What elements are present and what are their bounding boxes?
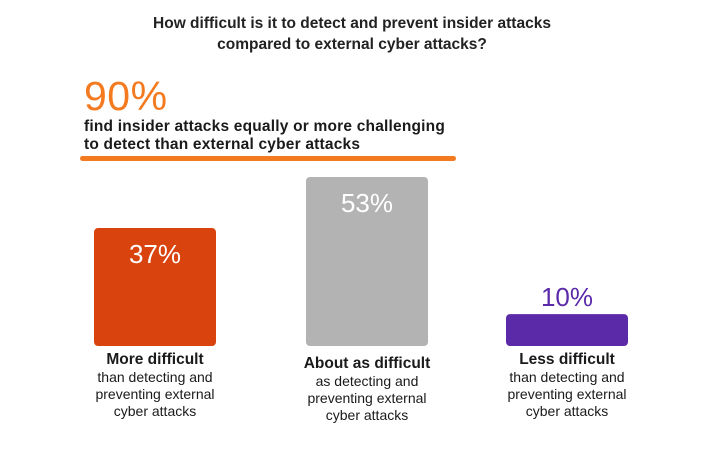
category-label: More difficult than detecting and preventi… [55,350,255,420]
headline-description-line-1: find insider attacks equally or more cha… [84,118,446,135]
category-label: About as difficult as detecting and preven… [267,354,467,424]
category-description-line: cyber attacks [113,403,197,419]
bar-about-as-difficult [306,177,428,346]
bar-value-label: 53% [341,188,393,218]
chart-title-line-1: How difficult is it to detect and preven… [153,15,551,32]
headline-description-line-2: to detect than external cyber attacks [84,136,361,153]
category-description-line: as detecting and [315,373,419,389]
bar-value-label: 37% [129,239,181,269]
category-name: Less difficult [519,351,615,368]
category-description-line: preventing external [95,386,215,402]
headline-stat: 90% [84,73,168,119]
category-description-line: cyber attacks [525,403,609,419]
category-label: Less difficult than detecting and preventi… [467,350,667,420]
category-description-line: than detecting and [97,369,213,385]
headline-underline [80,156,456,161]
category-name: More difficult [106,351,204,368]
headline-description: find insider attacks equally or more cha… [84,118,445,154]
bar-value-label: 10% [541,282,593,312]
bar-less-difficult [506,314,628,346]
category-name: About as difficult [303,355,431,372]
chart-title: How difficult is it to detect and preven… [0,13,704,55]
category-description-line: preventing external [307,390,427,406]
category-description-line: preventing external [507,386,627,402]
category-description-line: than detecting and [509,369,625,385]
bar-more-difficult [94,228,216,346]
chart-title-line-2: compared to external cyber attacks? [217,36,487,53]
category-description-line: cyber attacks [325,407,409,423]
